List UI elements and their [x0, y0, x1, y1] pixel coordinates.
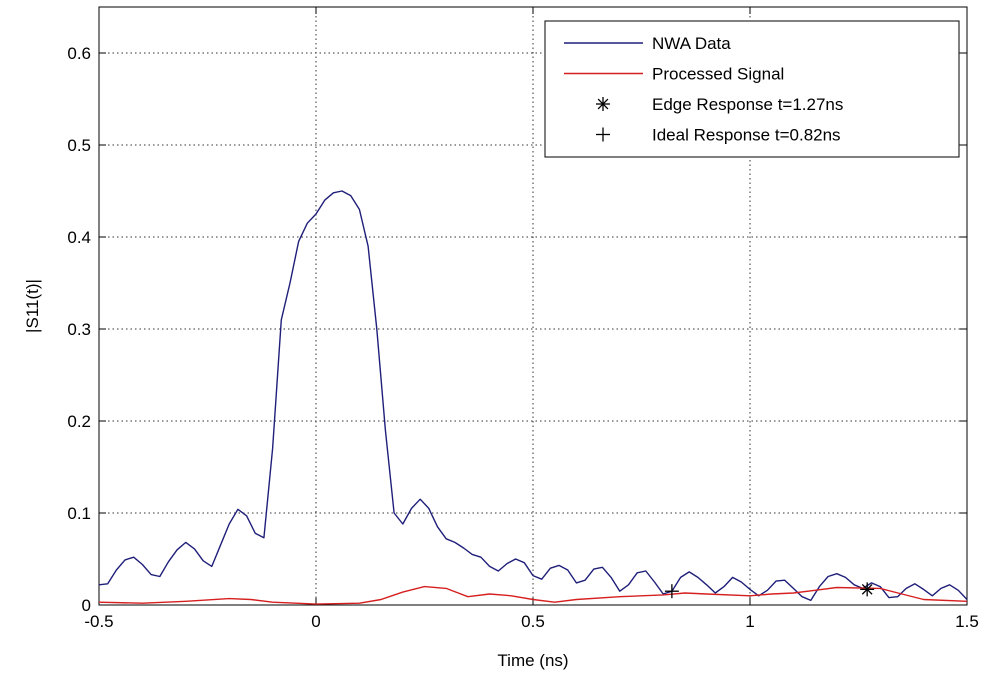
y-tick-label: 0.2 — [67, 412, 91, 431]
legend: NWA Data Processed Signal Edge Response t=… — [544, 20, 960, 158]
processed-signal-line — [98, 585, 968, 605]
y-tick-label: 0.1 — [67, 504, 91, 523]
asterisk-stroke — [861, 584, 873, 595]
y-tick-label: 0.3 — [67, 320, 91, 339]
legend-swatch-edge-response-t-1-27ns — [596, 97, 610, 111]
ideal-response-t-0-82ns-marker — [664, 584, 679, 599]
x-axis-label: Time (ns) — [497, 651, 568, 670]
x-tick-label: 1 — [745, 612, 754, 631]
y-tick-label: 0.5 — [67, 136, 91, 155]
legend-label-processed-signal: Processed Signal — [652, 65, 784, 84]
nwa-data-line — [98, 190, 968, 602]
legend-swatch-ideal-response-t-0-82ns — [596, 127, 610, 142]
legend-label-ideal-response-t-0-82ns: Ideal Response t=0.82ns — [652, 126, 841, 145]
x-tick-label: 1.5 — [955, 612, 979, 631]
y-axis-label: |S11(t)| — [23, 279, 42, 333]
legend-label-edge-response-t-1-27ns: Edge Response t=1.27ns — [652, 95, 843, 114]
x-tick-label: 0.5 — [521, 612, 545, 631]
data-series — [98, 190, 968, 605]
x-tick-label: -0.5 — [84, 612, 113, 631]
y-tick-label: 0 — [82, 596, 91, 615]
x-tick-label: 0 — [311, 612, 320, 631]
axis-ticks: -0.5 0 0.5 1 1.500.10.20.30.40.50.6 — [67, 7, 979, 631]
y-tick-label: 0.6 — [67, 44, 91, 63]
asterisk-stroke — [597, 98, 609, 110]
edge-response-t-1-27ns-marker — [860, 582, 875, 597]
y-tick-label: 0.4 — [67, 228, 91, 247]
legend-label-nwa-data: NWA Data — [652, 34, 731, 53]
